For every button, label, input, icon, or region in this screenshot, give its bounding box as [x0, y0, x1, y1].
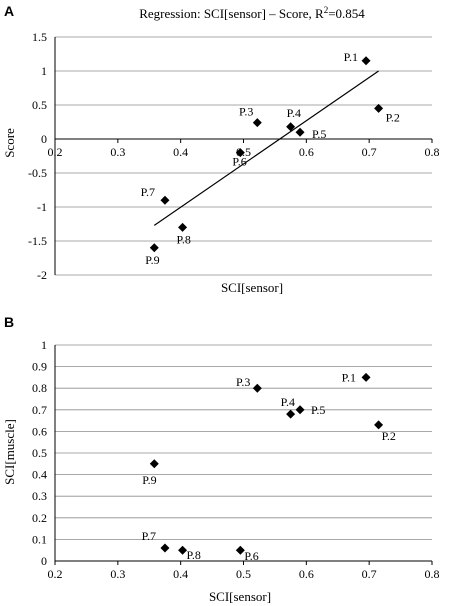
panel-b-x-tick-label: 0.6 [299, 567, 314, 581]
panel-b-point-label: P.3 [236, 375, 250, 389]
panel-a-point-label: P.4 [287, 106, 301, 120]
panel-a-title: Regression: SCI[sensor] – Score, R2=0.85… [139, 5, 365, 21]
panel-a-y-tick-label: -1.5 [28, 234, 47, 248]
panel-b-y-tick-label: 1 [41, 338, 47, 352]
panel-b-point-label: P.6 [244, 549, 258, 563]
panel-a-x-tick-label: 0.3 [110, 145, 125, 159]
panel-a-y-tick-label: 1.5 [32, 30, 47, 44]
panel-b-y-tick-label: 0.8 [32, 381, 47, 395]
panel-a-data-point [286, 122, 296, 132]
panel-a-data-point [374, 103, 384, 113]
panel-b-y-tick-label: 0.9 [32, 360, 47, 374]
panel-a-point-label: P.7 [141, 185, 155, 199]
panel-a-y-tick-label: 1 [41, 64, 47, 78]
panel-a-data-point [160, 195, 170, 205]
panel-b-point-label: P.2 [382, 429, 396, 443]
panel-a-point-label: P.5 [312, 127, 326, 141]
panel-b-point-label: P.4 [281, 395, 295, 409]
panel-a-data-point [235, 148, 245, 158]
panel-a-point-label: P.6 [232, 155, 246, 169]
panel-b-data-point [361, 372, 371, 382]
panel-a-y-tick-label: 0.5 [32, 98, 47, 112]
panel-a-x-tick-label: 0.8 [425, 145, 440, 159]
panel-a-data-point [252, 118, 262, 128]
panel-b-x-tick-label: 0.3 [110, 567, 125, 581]
panel-b-y-tick-label: 0.1 [32, 532, 47, 546]
panel-b-y-axis-label: SCI[muscle] [2, 419, 17, 485]
panel-a-data-point [178, 222, 188, 232]
panel-a-data-point [295, 127, 305, 137]
panel-b-y-tick-label: 0.3 [32, 489, 47, 503]
panel-b-point-label: P.9 [142, 473, 156, 487]
panel-b-point-label: P.8 [187, 548, 201, 562]
panel-b-y-tick-label: 0.5 [32, 446, 47, 460]
panel-b-data-point [374, 420, 384, 430]
panel-b-y-tick-label: 0.6 [32, 424, 47, 438]
panel-b-plot: 10.90.80.70.60.50.40.30.20.100.2 0.3 0.4 0.… [32, 338, 440, 581]
panel-b-letter: B [4, 314, 14, 330]
panel-a-point-label: P.9 [145, 253, 159, 267]
panel-a-point-label: P.3 [239, 105, 253, 119]
panel-a-point-label: P.1 [344, 50, 358, 64]
panel-a-point-label: P.2 [386, 110, 400, 124]
panel-a-plot: 1.510.50-0.5-1-1.5-20.20.30.40.50.60.70.… [28, 30, 440, 282]
panel-a-point-label: P.8 [177, 232, 191, 246]
panel-a-data-point [149, 243, 159, 253]
panel-b-data-point [295, 405, 305, 415]
panel-a-x-tick-label: 0.2 [48, 145, 63, 159]
panel-a-letter: A [4, 3, 14, 19]
panel-b-point-label: P.1 [342, 370, 356, 384]
panel-a-x-tick-label: 0.6 [299, 145, 314, 159]
panel-a-x-tick-label: 0.4 [173, 145, 188, 159]
panel-b-point-label: P.7 [142, 529, 156, 543]
panel-b-x-tick-label: 0.5 [236, 567, 251, 581]
panel-a-y-tick-label: -2 [37, 268, 47, 282]
panel-a-x-tick-label: 0.7 [362, 145, 377, 159]
panel-b-x-tick-label: 0.8 [425, 567, 440, 581]
panel-a-trendline [153, 70, 379, 226]
panel-b-x-tick-label: 0.7 [362, 567, 377, 581]
panel-b-y-tick-label: 0 [41, 554, 47, 568]
panel-a-y-tick-label: 0 [41, 132, 47, 146]
panel-a-x-axis-label: SCI[sensor] [221, 280, 283, 295]
panel-b-y-tick-label: 0.4 [32, 468, 47, 482]
panel-b-x-axis-label: SCI[sensor] [209, 589, 271, 604]
panel-b-y-tick-label: 0.2 [32, 511, 47, 525]
panel-a-y-tick-label: -0.5 [28, 166, 47, 180]
panel-b-x-tick-label: 0.2 [48, 567, 63, 581]
panel-b-y-tick-label: 0.7 [32, 403, 47, 417]
panel-b-data-point [160, 543, 170, 553]
panel-b-data-point [286, 409, 296, 419]
panel-b-x-tick-label: 0.4 [173, 567, 188, 581]
panel-b-data-point [235, 545, 245, 555]
panel-a-data-point [361, 56, 371, 66]
panel-b-point-label: P.5 [311, 403, 325, 417]
panel-b-data-point [252, 383, 262, 393]
panel-b-data-point [149, 459, 159, 469]
panel-a-y-axis-label: Score [2, 128, 17, 158]
panel-a-y-tick-label: -1 [37, 200, 47, 214]
panel-b-data-point [178, 545, 188, 555]
